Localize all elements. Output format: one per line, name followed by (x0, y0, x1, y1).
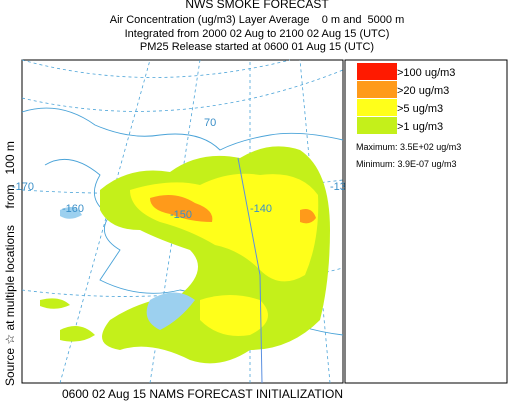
smoke-area (150, 194, 213, 222)
smoke-area (300, 209, 316, 224)
smoke-area (200, 295, 268, 336)
legend-swatch (357, 99, 397, 116)
graticule-label: -170 (12, 181, 34, 193)
subtitle: PM25 Release started at 0600 01 Aug 15 (… (140, 41, 374, 53)
legend-label: >5 ug/m3 (397, 103, 443, 115)
smoke-area (40, 298, 95, 342)
footer: 0600 02 Aug 15 NAMS FORECAST INITIALIZAT… (62, 387, 343, 401)
legend-label: >1 ug/m3 (397, 121, 443, 133)
graticule-label: -150 (170, 209, 192, 221)
legend-label: >100 ug/m3 (397, 67, 455, 79)
subtitle: Air Concentration (ug/m3) Layer Average … (110, 14, 405, 26)
coastline (21, 107, 344, 151)
legend-label: >20 ug/m3 (397, 85, 449, 97)
graticule-label: -160 (62, 203, 84, 215)
minimum: Minimum: 3.9E-07 ug/m3 (356, 159, 457, 169)
legend-swatch (357, 81, 397, 98)
side-label: Source ☆ at multiple locations from 100 … (3, 141, 17, 386)
graticule (21, 69, 344, 112)
subtitle: Integrated from 2000 02 Aug to 2100 02 A… (125, 28, 390, 40)
legend-swatch (357, 63, 397, 80)
map: 70 -170 -160 -150 -140 -130 (12, 59, 352, 384)
border (237, 157, 263, 384)
graticule-label: 70 (204, 117, 216, 129)
legend-swatch (357, 117, 397, 134)
water (60, 206, 195, 330)
legend: Maximum: 3.5E+02 ug/m3 Minimum: 3.9E-07 … (344, 59, 508, 384)
maximum: Maximum: 3.5E+02 ug/m3 (356, 142, 461, 152)
graticule (21, 59, 291, 78)
graticule-label: -140 (250, 203, 272, 215)
title: NWS SMOKE FORECAST (185, 0, 329, 11)
